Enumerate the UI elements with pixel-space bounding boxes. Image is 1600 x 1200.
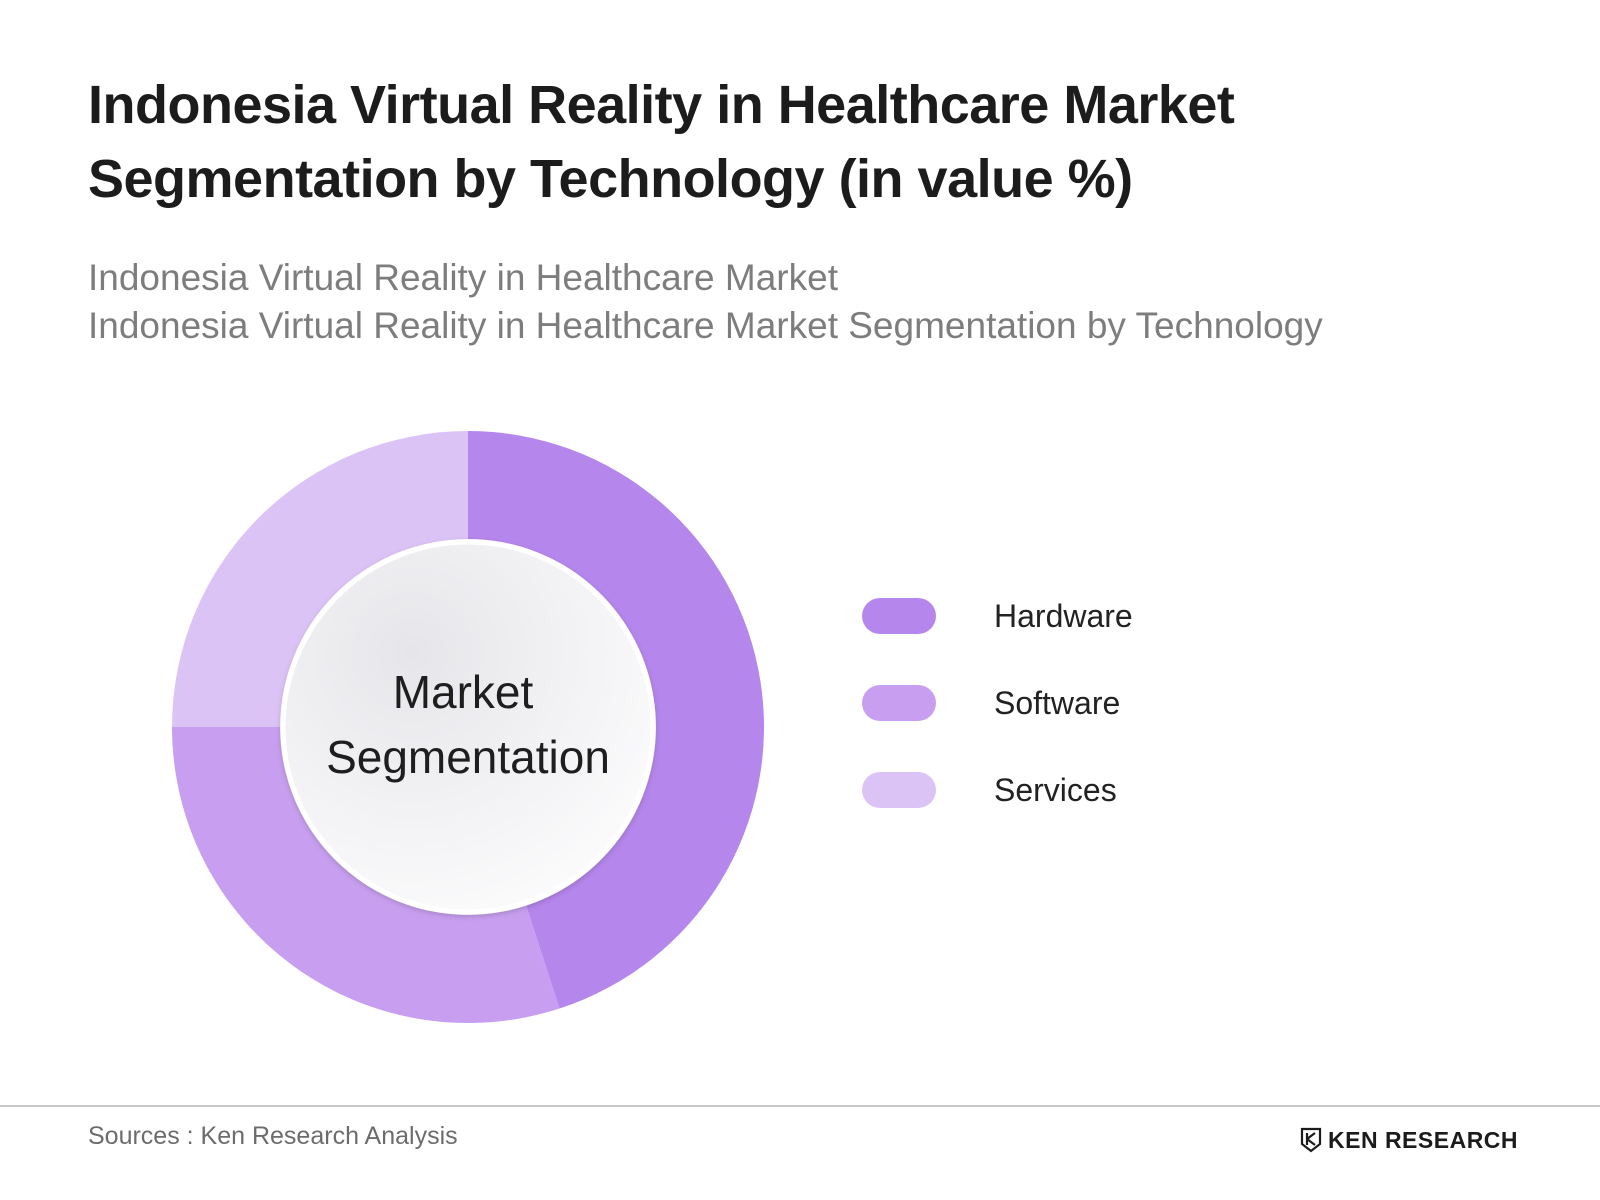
legend-swatch-software [862,685,936,721]
donut-slice-hardware [468,431,765,1009]
chart-title-line-2: Segmentation by Technology (in value %) [88,149,1133,209]
footer-divider [0,1105,1600,1107]
legend-label-services: Services [994,772,1117,808]
legend-label-software: Software [994,685,1121,721]
legend-swatch-hardware [862,598,936,634]
donut-center-disc [280,539,656,915]
center-label-line-2: Segmentation [326,731,610,783]
donut-slice-services [172,431,468,727]
donut-slices [172,431,765,1024]
legend-label-hardware: Hardware [994,598,1133,634]
chart-title: Indonesia Virtual Reality in Healthcare … [88,68,1388,216]
source-note: Sources : Ken Research Analysis [88,1122,458,1150]
chart-subtitle-line-1: Indonesia Virtual Reality in Healthcare … [88,257,838,298]
donut-slice-software [172,727,560,1024]
brand-logo: KEN RESEARCH [1300,1124,1518,1156]
ken-research-logo-icon [1300,1127,1322,1153]
chart-subtitle: Indonesia Virtual Reality in Healthcare … [88,254,1538,350]
center-label-line-1: Market [393,666,534,718]
brand-name: KEN RESEARCH [1328,1126,1519,1153]
chart-title-line-1: Indonesia Virtual Reality in Healthcare … [88,75,1235,135]
chart-subtitle-line-2: Indonesia Virtual Reality in Healthcare … [88,305,1323,346]
legend-swatch-services [862,772,936,808]
